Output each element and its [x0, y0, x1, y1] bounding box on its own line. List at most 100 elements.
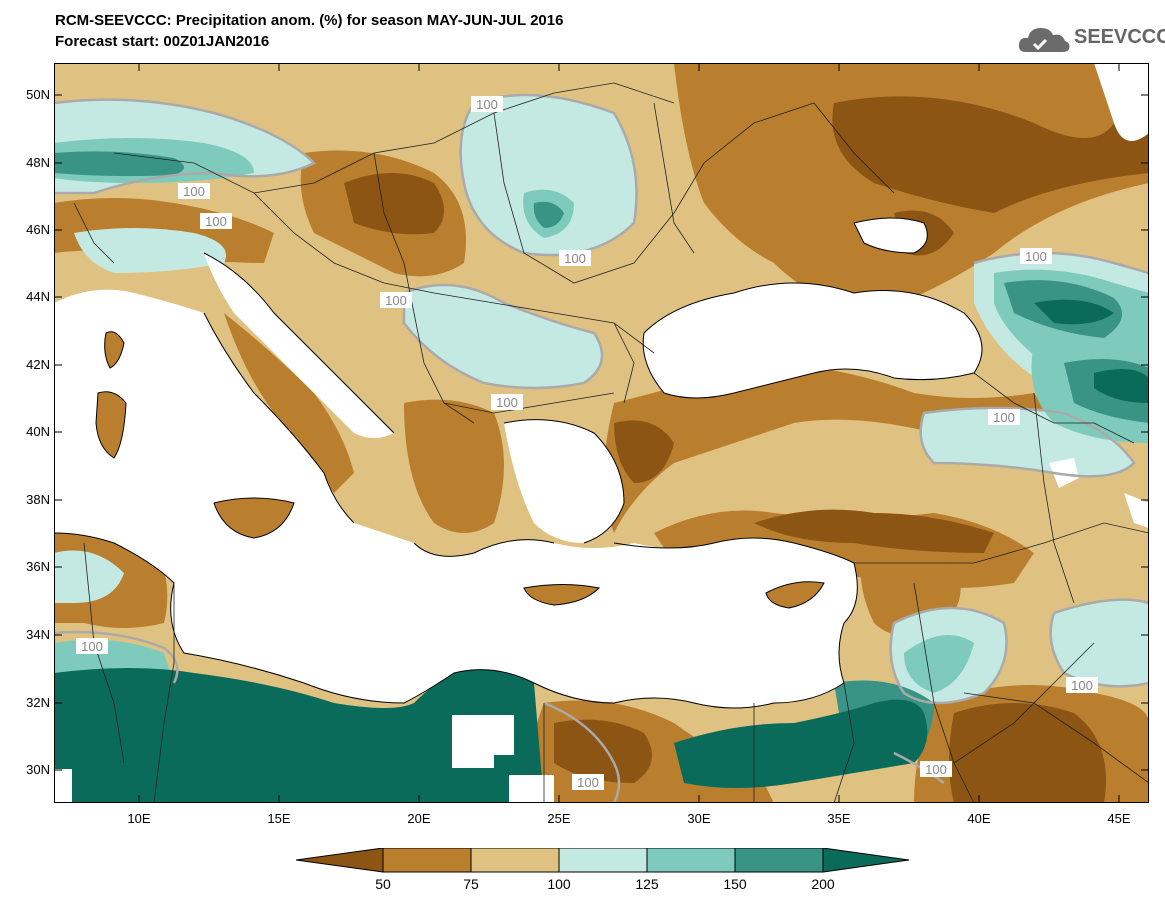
svg-text:100: 100	[81, 639, 103, 654]
no-data-patch-2	[509, 775, 554, 803]
colorbar-tick-label: 75	[463, 876, 479, 892]
very-dry-zone-hungary	[344, 173, 444, 235]
lat-label: 42N	[26, 357, 50, 372]
lat-label: 48N	[26, 155, 50, 170]
slightly-wet-zone-iraq	[1050, 599, 1149, 687]
svg-text:100: 100	[925, 762, 947, 777]
svg-text:100: 100	[1071, 678, 1093, 693]
no-data-patch-1	[452, 715, 514, 768]
aegean-sea	[504, 419, 624, 543]
seevccc-logo: SEEVCCC	[1016, 22, 1165, 56]
cloud-icon	[1018, 28, 1070, 52]
lon-label: 10E	[127, 811, 151, 826]
precipitation-anomaly-map: 100 100 100 100 100 100 100 100 100 100 …	[54, 63, 1149, 803]
lat-label: 44N	[26, 289, 50, 304]
extreme-wet-zone-east	[1094, 369, 1149, 403]
lat-label: 36N	[26, 559, 50, 574]
map-frame	[54, 63, 1149, 803]
very-dry-zone-ukraine	[832, 96, 1149, 213]
svg-text:100: 100	[496, 395, 518, 410]
contour-label: 100	[1066, 677, 1098, 693]
lon-label: 35E	[827, 811, 851, 826]
colorbar-tick-label: 200	[811, 876, 835, 892]
colorbar	[296, 848, 910, 873]
country-borders	[73, 82, 1149, 803]
very-dry-zone-iraq	[949, 703, 1106, 803]
contour-line-syria	[889, 606, 1008, 705]
colorbar-segment-below-50	[296, 848, 384, 873]
lat-label: 50N	[26, 87, 50, 102]
svg-text:100: 100	[564, 251, 586, 266]
svg-text:100: 100	[993, 410, 1015, 425]
colorbar-segment-50-75	[382, 848, 472, 873]
crete-island	[524, 584, 599, 605]
lon-label: 45E	[1107, 811, 1131, 826]
colorbar-tick-label: 150	[723, 876, 747, 892]
colorbar-segment-125-150	[646, 848, 736, 873]
contour-label: 100	[178, 183, 210, 199]
colorbar-segment-above-200	[822, 848, 910, 873]
black-sea	[643, 283, 982, 398]
contour-line-anatolia	[919, 406, 1136, 478]
colorbar-segment-150-200	[734, 848, 824, 873]
lat-label: 40N	[26, 424, 50, 439]
contour-label: 100	[1020, 248, 1052, 264]
colorbar-segment-75-100	[470, 848, 560, 873]
contour-labels: 100 100 100 100 100 100 100 100 100 100 …	[76, 96, 1098, 790]
cyprus-island	[766, 581, 824, 608]
sicily-island	[214, 498, 294, 538]
contour-label: 100	[471, 96, 503, 112]
contour-label: 100	[491, 394, 523, 410]
dry-zone-anatolia-north	[604, 363, 1054, 533]
svg-text:100: 100	[205, 214, 227, 229]
contour-label: 100	[559, 250, 591, 266]
contour-label: 100	[200, 213, 232, 229]
dry-zone-italy	[224, 313, 354, 493]
svg-text:100: 100	[183, 184, 205, 199]
slightly-wet-zone-algeria	[54, 550, 124, 603]
no-data-patch-3	[54, 769, 72, 803]
svg-text:100: 100	[577, 775, 599, 790]
no-data-patch-4	[1124, 493, 1149, 528]
lat-label: 46N	[26, 222, 50, 237]
logo-text: SEEVCCC	[1074, 26, 1165, 48]
caspian-edge	[1094, 63, 1149, 141]
very-dry-zone-turkey	[614, 420, 674, 483]
no-data-patch-5	[1049, 458, 1079, 488]
contour-label: 100	[988, 409, 1020, 425]
contour-label: 100	[380, 292, 412, 308]
azov-sea	[854, 218, 928, 253]
svg-text:100: 100	[1025, 249, 1047, 264]
lat-label: 38N	[26, 492, 50, 507]
lat-label: 32N	[26, 695, 50, 710]
slightly-wet-zone-serbia	[404, 285, 602, 388]
lat-label: 34N	[26, 627, 50, 642]
svg-text:100: 100	[385, 293, 407, 308]
svg-text:100: 100	[476, 97, 498, 112]
slightly-wet-zone-carpathians	[460, 95, 637, 255]
colorbar-tick-label: 100	[547, 876, 571, 892]
colorbar-tick-label: 50	[375, 876, 391, 892]
map-title: RCM-SEEVCCC: Precipitation anom. (%) for…	[55, 12, 564, 29]
corsica-island	[104, 331, 124, 368]
contour-line-carpathians	[459, 93, 638, 257]
colorbar-tick-label: 125	[635, 876, 659, 892]
lon-label: 30E	[687, 811, 711, 826]
lon-label: 40E	[967, 811, 991, 826]
contour-label: 100	[920, 761, 952, 777]
contour-line-egypt	[543, 701, 621, 803]
very-wet-zone-romania	[533, 201, 564, 228]
lat-label: 30N	[26, 762, 50, 777]
extreme-wet-zone-caucasus	[1034, 299, 1114, 325]
sardinia-island	[96, 391, 126, 458]
very-dry-zone-egypt	[554, 719, 652, 783]
very-dry-zone-anatolia	[754, 509, 994, 553]
contour-label: 100	[572, 774, 604, 790]
lon-label: 25E	[547, 811, 571, 826]
forecast-start-label: Forecast start: 00Z01JAN2016	[55, 33, 270, 50]
dry-zone-greece	[404, 399, 504, 533]
lon-label: 15E	[267, 811, 291, 826]
colorbar-segment-100-125	[558, 848, 648, 873]
map-ticks	[54, 63, 1149, 803]
extreme-wet-zone-sinai	[674, 699, 928, 788]
